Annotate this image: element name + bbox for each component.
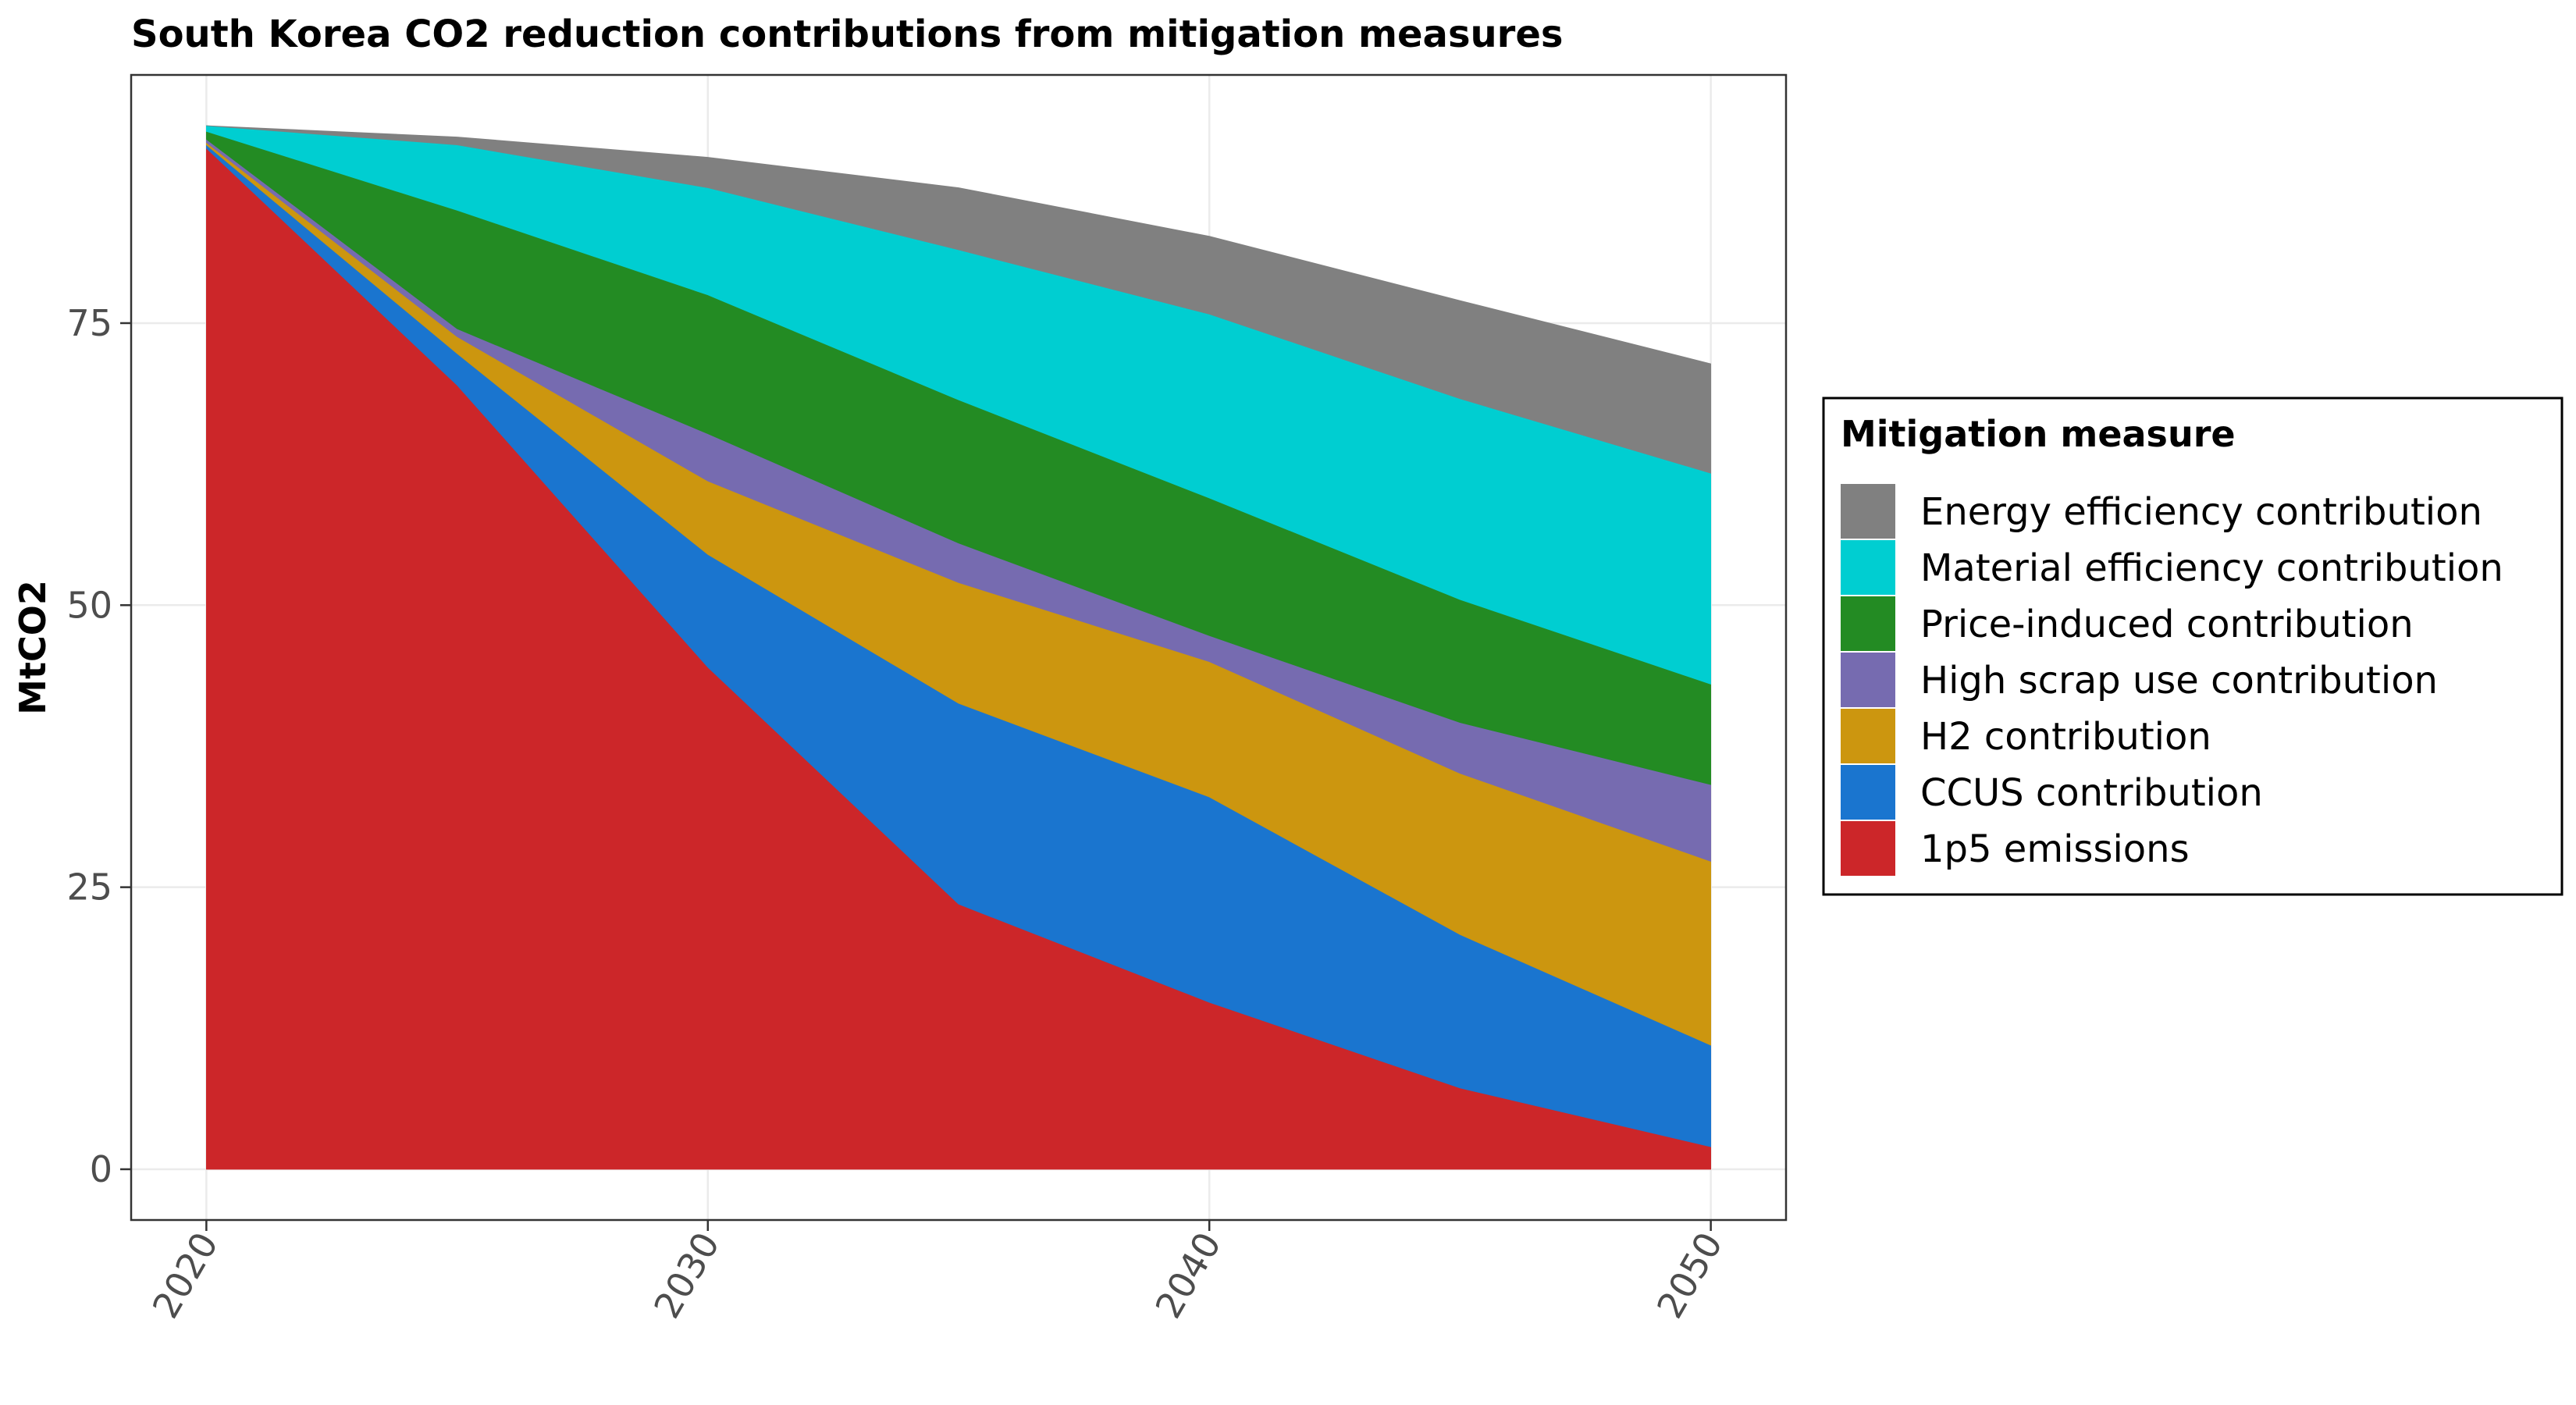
legend-label: Material efficiency contribution [1920,546,2503,590]
legend-label: High scrap use contribution [1920,659,2438,702]
area-series-6 [206,125,1711,474]
legend-swatch [1841,653,1895,707]
legend-swatch [1841,484,1895,539]
y-axis-title: MtCO2 [12,580,54,715]
legend-label: Energy efficiency contribution [1920,490,2482,534]
legend-title: Mitigation measure [1841,413,2236,455]
y-tick-label: 25 [66,866,112,909]
legend-swatch [1841,821,1895,876]
legend-swatch [1841,709,1895,763]
legend-label: 1p5 emissions [1920,827,2190,871]
legend-items: Energy efficiency contribution Material e… [1841,484,2503,876]
legend-label: Price-induced contribution [1920,603,2414,646]
y-tick-label: 75 [66,302,112,344]
legend: Mitigation measure Energy efficiency con… [1822,397,2564,896]
legend-label: H2 contribution [1920,715,2211,759]
x-tick-label: 2050 [1649,1225,1731,1325]
x-tick-label: 2030 [646,1225,728,1325]
legend-swatch [1841,540,1895,595]
x-tick-label: 2020 [144,1225,226,1325]
x-tick-label: 2040 [1147,1225,1229,1325]
legend-label: CCUS contribution [1920,771,2263,815]
plot-border [130,73,1788,1222]
chart-title: South Korea CO2 reduction contributions … [131,12,1563,56]
legend-swatch [1841,596,1895,651]
legend-swatch [1841,765,1895,820]
stacked-areas [206,125,1711,1170]
y-tick-label: 0 [90,1148,112,1190]
y-tick-label: 50 [66,584,112,626]
legend-box [1822,397,2564,896]
